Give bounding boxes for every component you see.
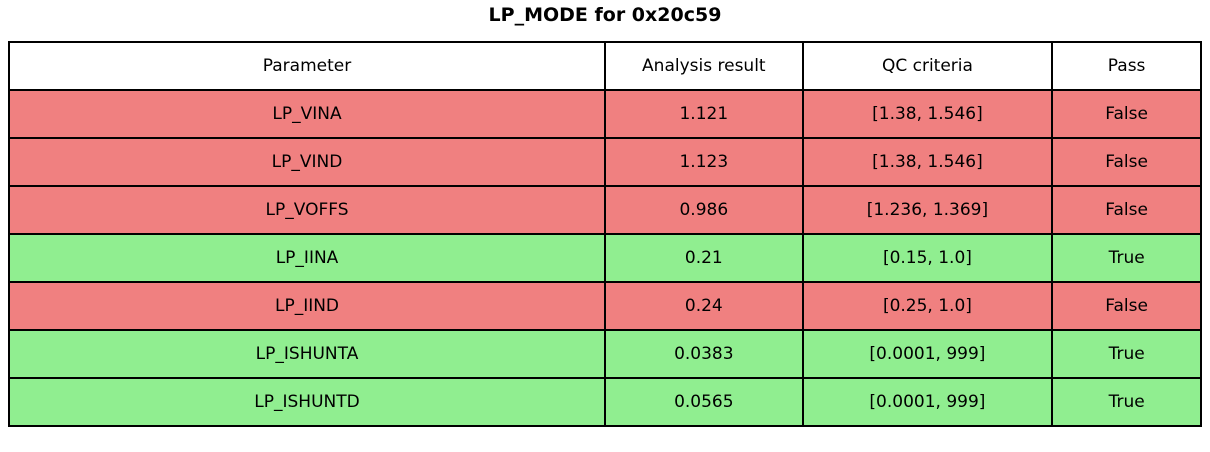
cell-analysis-result: 0.21 — [604, 233, 804, 283]
table-row: LP_IINA 0.21 [0.15, 1.0] True — [7, 233, 1202, 283]
cell-pass: False — [1051, 281, 1202, 331]
cell-analysis-result: 0.0383 — [604, 329, 804, 379]
cell-analysis-result: 0.24 — [604, 281, 804, 331]
cell-pass: True — [1051, 329, 1202, 379]
cell-parameter: LP_IINA — [7, 233, 607, 283]
table-row: LP_ISHUNTD 0.0565 [0.0001, 999] True — [7, 377, 1202, 427]
page-title: LP_MODE for 0x20c59 — [488, 4, 722, 26]
qc-results-table: Parameter Analysis result QC criteria Pa… — [7, 41, 1202, 427]
cell-parameter: LP_ISHUNTA — [7, 329, 607, 379]
cell-parameter: LP_VOFFS — [7, 185, 607, 235]
cell-parameter: LP_VINA — [7, 89, 607, 139]
cell-parameter: LP_IIND — [7, 281, 607, 331]
cell-qc-criteria: [0.25, 1.0] — [801, 281, 1054, 331]
table-row: LP_VOFFS 0.986 [1.236, 1.369] False — [7, 185, 1202, 235]
col-header-qc-criteria: QC criteria — [801, 41, 1054, 91]
cell-analysis-result: 0.0565 — [604, 377, 804, 427]
cell-qc-criteria: [1.38, 1.546] — [801, 89, 1054, 139]
cell-parameter: LP_VIND — [7, 137, 607, 187]
table-row: LP_VINA 1.121 [1.38, 1.546] False — [7, 89, 1202, 139]
table-row: LP_ISHUNTA 0.0383 [0.0001, 999] True — [7, 329, 1202, 379]
cell-pass: True — [1051, 377, 1202, 427]
cell-parameter: LP_ISHUNTD — [7, 377, 607, 427]
cell-qc-criteria: [1.38, 1.546] — [801, 137, 1054, 187]
cell-qc-criteria: [0.0001, 999] — [801, 329, 1054, 379]
cell-analysis-result: 1.123 — [604, 137, 804, 187]
table-header: Parameter Analysis result QC criteria Pa… — [7, 41, 1202, 91]
cell-qc-criteria: [0.15, 1.0] — [801, 233, 1054, 283]
cell-pass: False — [1051, 137, 1202, 187]
cell-pass: False — [1051, 89, 1202, 139]
col-header-pass: Pass — [1051, 41, 1202, 91]
col-header-parameter: Parameter — [7, 41, 607, 91]
col-header-analysis-result: Analysis result — [604, 41, 804, 91]
table-row: LP_IIND 0.24 [0.25, 1.0] False — [7, 281, 1202, 331]
cell-qc-criteria: [0.0001, 999] — [801, 377, 1054, 427]
cell-analysis-result: 1.121 — [604, 89, 804, 139]
cell-qc-criteria: [1.236, 1.369] — [801, 185, 1054, 235]
cell-pass: False — [1051, 185, 1202, 235]
cell-pass: True — [1051, 233, 1202, 283]
table-row: LP_VIND 1.123 [1.38, 1.546] False — [7, 137, 1202, 187]
table-body: LP_VINA 1.121 [1.38, 1.546] False LP_VIND 1.1… — [7, 89, 1202, 427]
header-row: Parameter Analysis result QC criteria Pa… — [7, 41, 1202, 91]
cell-analysis-result: 0.986 — [604, 185, 804, 235]
